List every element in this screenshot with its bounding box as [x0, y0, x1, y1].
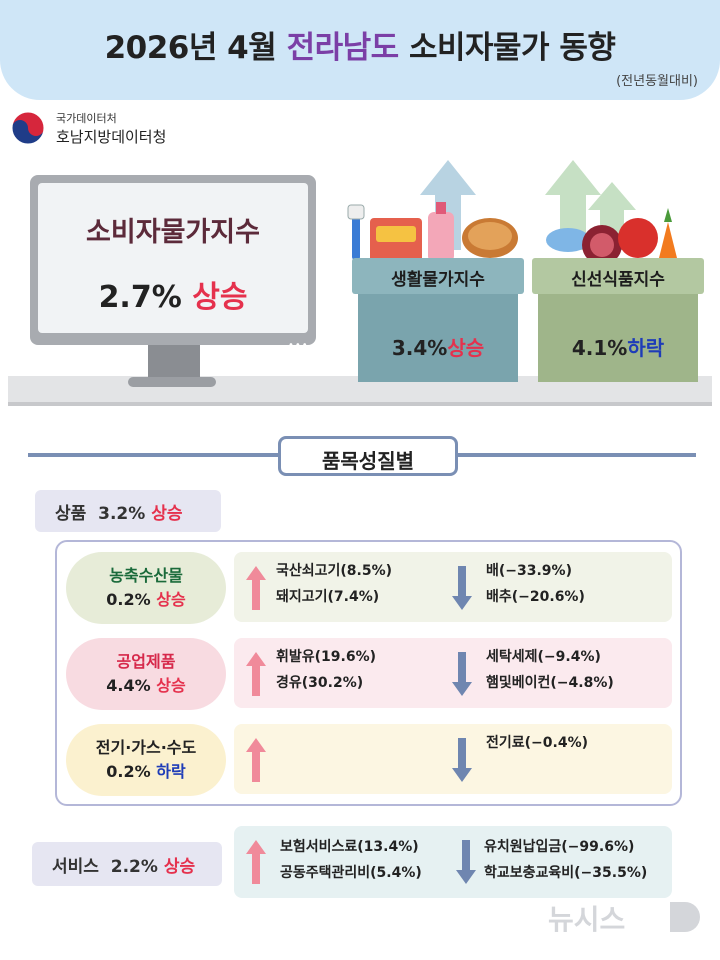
- goods-tag: 상품 3.2% 상승: [35, 490, 221, 532]
- down-item: 배추(−20.6%): [486, 589, 585, 605]
- category-value: 4.4% 상승: [106, 676, 186, 695]
- cpi-direction: 상승: [192, 280, 248, 315]
- down-arrow-icon: [456, 840, 476, 884]
- logo-line1: 국가데이터처: [56, 112, 117, 125]
- up-arrow-icon: [246, 840, 266, 884]
- page-subtitle: (전년동월대비): [616, 74, 698, 89]
- category-direction: 상승: [156, 676, 186, 695]
- service-card: 보험서비스료(13.4%) 공동주택관리비(5.4%) 유치원납입금(−99.6…: [234, 826, 672, 898]
- service-up-item: 공동주택관리비(5.4%): [280, 865, 422, 881]
- category-pill: 공업제품 4.4% 상승: [66, 638, 226, 710]
- watermark: 뉴시스: [548, 903, 626, 936]
- up-arrow-icon: [246, 652, 266, 696]
- living-price-box: [358, 290, 518, 382]
- monitor-dots: •••: [288, 340, 309, 351]
- living-price-label: 생활물가지수: [352, 258, 524, 294]
- service-tag: 서비스 2.2% 상승: [32, 842, 222, 886]
- service-down-item: 유치원납입금(−99.6%): [484, 839, 635, 855]
- up-item: 경유(30.2%): [276, 675, 364, 691]
- down-arrow-icon: [452, 566, 472, 610]
- title-region: 전라남도: [286, 30, 400, 66]
- up-arrow-icon: [246, 738, 266, 782]
- watermark-mark: [670, 902, 700, 932]
- category-direction: 상승: [156, 590, 186, 609]
- daily-goods-illustration: [347, 160, 518, 262]
- section-title: 품목성질별: [278, 436, 458, 476]
- monitor-neck: [148, 345, 200, 380]
- down-item: 햄및베이컨(−4.8%): [486, 675, 614, 691]
- up-item: 휘발유(19.6%): [276, 649, 377, 665]
- fresh-food-box: [538, 290, 698, 382]
- service-down-item: 학교보충교육비(−35.5%): [484, 865, 648, 881]
- category-direction: 하락: [156, 762, 186, 781]
- category-pill: 전기·가스·수도 0.2% 하락: [66, 724, 226, 796]
- category-pill: 농축수산물 0.2% 상승: [66, 552, 226, 624]
- service-direction: 상승: [163, 857, 196, 877]
- down-item: 세탁세제(−9.4%): [486, 649, 601, 665]
- up-item: 돼지고기(7.4%): [276, 589, 380, 605]
- monitor-screen: [38, 183, 308, 333]
- fresh-food-direction: 하락: [627, 336, 665, 360]
- living-price-direction: 상승: [447, 336, 485, 360]
- down-item: 전기료(−0.4%): [486, 735, 588, 751]
- goods-direction: 상승: [151, 504, 183, 524]
- page-title: 2026년 4월 전라남도 소비자물가 동향: [104, 30, 616, 66]
- down-arrow-icon: [452, 652, 472, 696]
- logo-line2: 호남지방데이터청: [56, 128, 167, 146]
- category-card: 휘발유(19.6%) 경유(30.2%) 세탁세제(−9.4%) 햄및베이컨(−4.8…: [234, 638, 672, 708]
- cpi-title: 소비자물가지수: [86, 217, 260, 248]
- up-item: 국산쇠고기(8.5%): [276, 563, 393, 579]
- category-name: 공업제품: [116, 652, 176, 671]
- down-arrow-icon: [452, 738, 472, 782]
- cpi-value: 2.7% 상승: [98, 280, 248, 315]
- monitor-foot: [128, 377, 216, 387]
- header-banner: [0, 0, 720, 100]
- category-card: 국산쇠고기(8.5%) 돼지고기(7.4%) 배(−33.9%) 배추(−20.6%): [234, 552, 672, 622]
- fresh-food-label: 신선식품지수: [532, 258, 704, 294]
- goods-group-frame: [55, 540, 682, 806]
- fresh-food-value: 4.1%하락: [571, 336, 665, 360]
- taegeuk-logo-icon: [11, 111, 45, 145]
- down-item: 배(−33.9%): [486, 563, 572, 579]
- service-up-item: 보험서비스료(13.4%): [280, 839, 419, 855]
- category-value: 0.2% 상승: [106, 590, 186, 609]
- fresh-food-illustration: [545, 160, 678, 265]
- category-value: 0.2% 하락: [106, 762, 186, 781]
- category-card: 전기료(−0.4%): [234, 724, 672, 794]
- up-arrow-icon: [246, 566, 266, 610]
- living-price-value: 3.4%상승: [391, 336, 485, 360]
- category-name: 전기·가스·수도: [95, 738, 197, 757]
- category-name: 농축수산물: [109, 566, 183, 585]
